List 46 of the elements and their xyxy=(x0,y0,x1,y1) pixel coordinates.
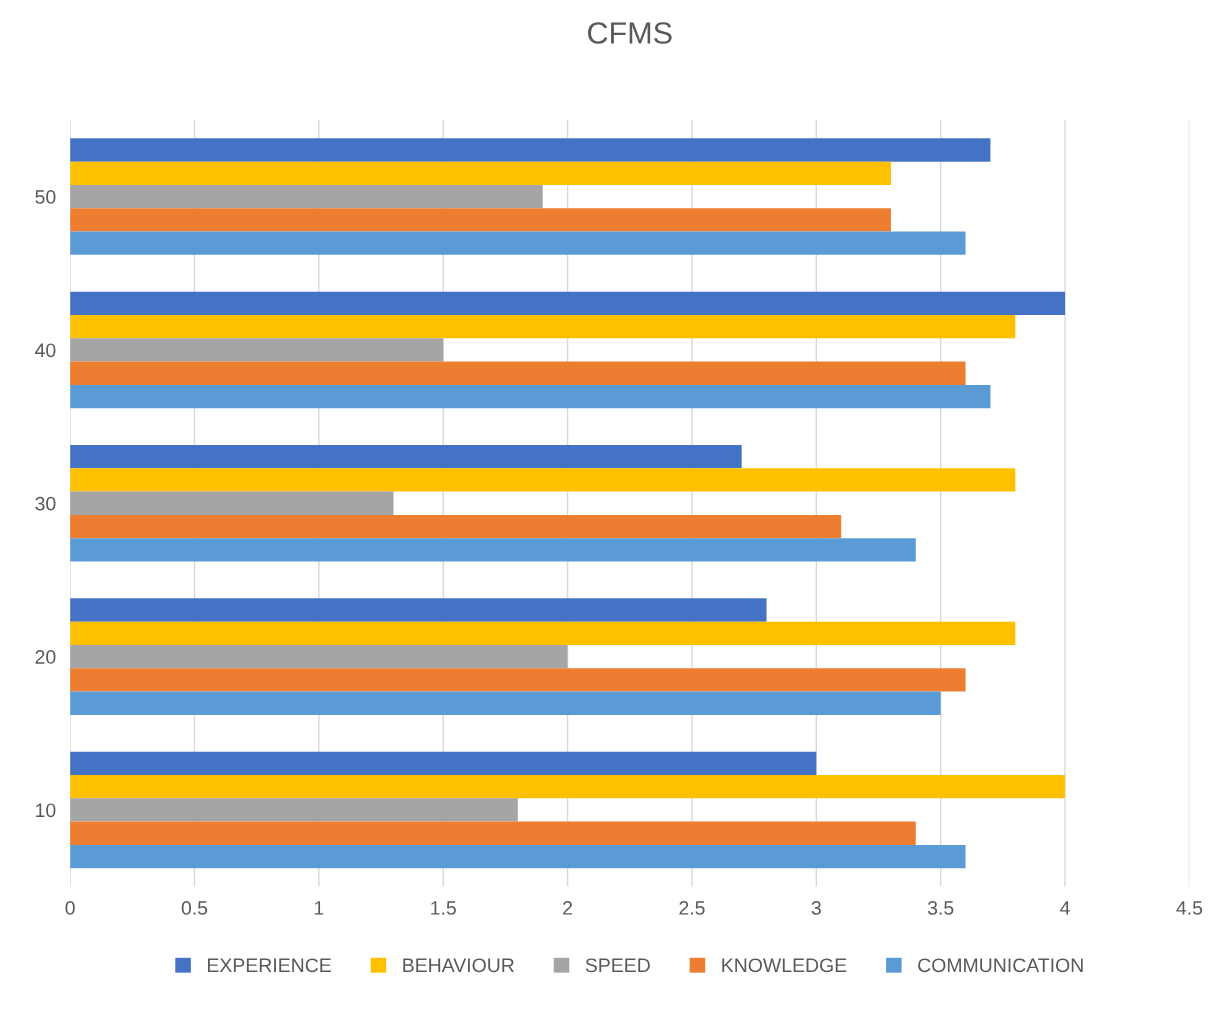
x-tick-label: 1 xyxy=(314,901,324,915)
bar xyxy=(70,468,1016,492)
bar xyxy=(70,621,1016,645)
bar xyxy=(70,314,1016,339)
bar xyxy=(70,138,991,162)
bar xyxy=(70,598,767,622)
bar xyxy=(70,774,1066,799)
bar xyxy=(70,691,941,715)
bar xyxy=(70,491,394,515)
y-tick-label: 30 xyxy=(35,496,56,511)
bar xyxy=(70,445,742,469)
x-tick-label: 0 xyxy=(65,901,75,915)
bar xyxy=(70,291,1066,315)
bar xyxy=(70,208,891,232)
x-tick-label: 1.5 xyxy=(431,901,456,915)
bar xyxy=(70,798,518,822)
bar xyxy=(70,644,568,669)
x-tick-label: 3.5 xyxy=(927,901,954,915)
x-tick-label: 3 xyxy=(811,901,821,915)
bar xyxy=(70,514,842,539)
bar xyxy=(70,161,891,185)
bar xyxy=(70,751,817,775)
x-tick-label: 2.5 xyxy=(679,901,705,915)
legend-label: COMMUNICATION xyxy=(918,958,1083,973)
y-tick-label: 10 xyxy=(36,803,56,818)
y-tick-label: 20 xyxy=(35,650,56,664)
legend-label: SPEED xyxy=(585,958,650,973)
bar xyxy=(70,231,966,255)
bar xyxy=(70,384,991,409)
legend-label: KNOWLEDGE xyxy=(722,958,847,973)
bar xyxy=(70,821,916,845)
bar xyxy=(70,538,916,562)
legend-label: BEHAVIOUR xyxy=(403,958,514,973)
bar xyxy=(70,184,543,209)
y-tick-label: 40 xyxy=(35,343,56,358)
bar xyxy=(70,844,966,869)
x-tick-label: 2 xyxy=(563,901,573,915)
legend-label: EXPERIENCE xyxy=(207,958,331,973)
bar xyxy=(70,338,444,362)
x-tick-label: 4.5 xyxy=(1176,901,1203,915)
bar xyxy=(70,668,966,692)
chart-title: CFMS xyxy=(588,22,672,44)
y-tick-label: 50 xyxy=(35,190,56,204)
bar xyxy=(70,361,966,385)
x-tick-label: 0.5 xyxy=(181,901,208,915)
x-tick-label: 4 xyxy=(1060,901,1070,915)
